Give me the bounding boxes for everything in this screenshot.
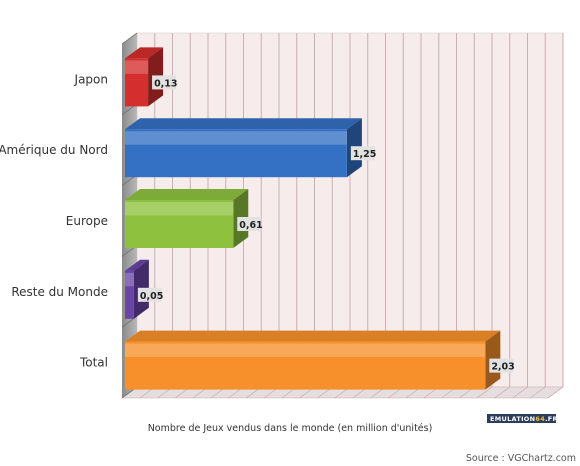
bar-highlight: [125, 131, 347, 145]
category-label: Total: [79, 356, 108, 370]
category-tick: [121, 32, 138, 45]
bars: [125, 47, 501, 390]
category-label: Reste du Monde: [11, 285, 108, 299]
source-credit: Source : VGChartz.com: [466, 453, 576, 464]
value-label-bg: [489, 358, 514, 373]
value-label: 1,25: [353, 149, 376, 160]
x-axis-title: Nombre de Jeux vendus dans le monde (en …: [148, 423, 433, 434]
value-label-bg: [237, 217, 262, 231]
labels: Japon 0,13 Amérique du Nord 1,25 Europe 0,61 R…: [0, 72, 515, 373]
bar-highlight: [125, 202, 234, 216]
emulation64-logo: EMULATION64.FR: [487, 414, 558, 423]
category-label: Japon: [74, 72, 108, 86]
bar-front: [125, 129, 347, 178]
bar-front: [125, 58, 149, 107]
value-label-bg: [152, 75, 177, 90]
value-label: 0,61: [239, 220, 262, 231]
bar-top: [125, 189, 249, 200]
bar-highlight: [125, 343, 486, 358]
bar-2: [125, 189, 249, 248]
floor-gridline: [530, 386, 546, 399]
bar-front: [125, 270, 134, 319]
bar-4: [125, 330, 501, 390]
floor-gridline: [512, 386, 528, 399]
floor-gridline: [547, 386, 564, 399]
floor-gridline: [476, 386, 493, 399]
value-label-bg: [350, 146, 375, 161]
value-label-bg: [137, 287, 162, 302]
floor-gridline: [494, 386, 510, 399]
bar-1: [125, 118, 362, 178]
bar-top: [125, 47, 164, 59]
svg-text:EMULATION64.FR: EMULATION64.FR: [490, 415, 558, 423]
bar-top: [125, 330, 501, 342]
bar-0: [125, 47, 164, 107]
bar-front: [125, 341, 486, 390]
bar-top: [125, 118, 362, 130]
category-label: Amérique du Nord: [0, 143, 108, 157]
value-label: 0,13: [154, 78, 177, 89]
bar-highlight: [125, 272, 134, 287]
category-label: Europe: [66, 214, 108, 228]
bar-highlight: [125, 60, 149, 74]
bar-front: [125, 200, 234, 248]
value-label: 2,03: [491, 362, 514, 373]
bar-top: [125, 259, 149, 271]
value-label: 0,05: [140, 291, 163, 302]
